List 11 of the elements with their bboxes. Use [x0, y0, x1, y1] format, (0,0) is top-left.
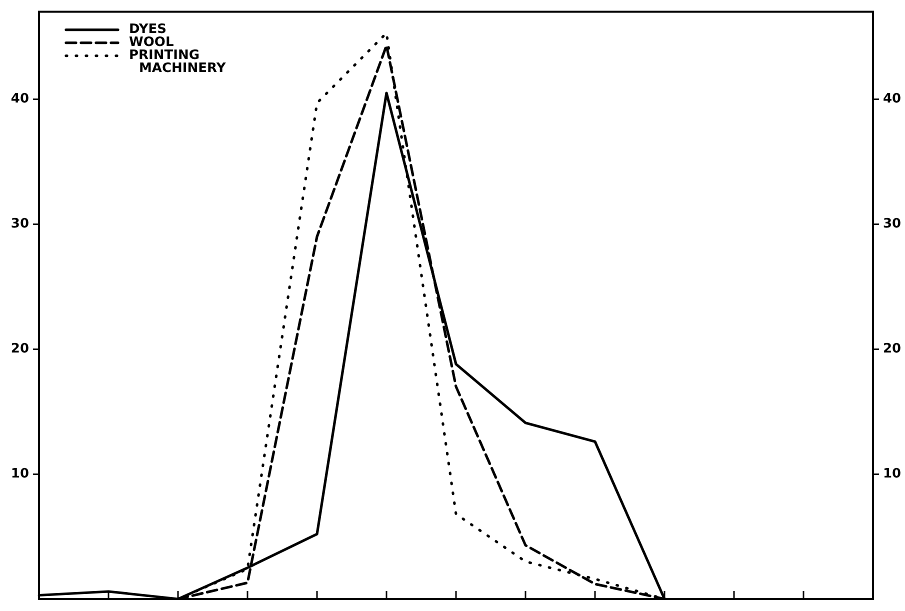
- legend-label: PRINTING MACHINERY: [129, 48, 226, 76]
- y2-tick-label: 20: [883, 342, 902, 357]
- y-tick-label: 20: [10, 342, 29, 357]
- y2-tick-label: 40: [883, 92, 902, 107]
- y-tick-label: 10: [10, 466, 29, 482]
- y2-tick-label: 30: [883, 216, 902, 232]
- y2-tick-label: 10: [883, 466, 902, 482]
- legend-label: WOOL: [129, 35, 174, 50]
- legend-label: DYES: [129, 22, 167, 38]
- y-tick-label: 30: [10, 216, 29, 232]
- y-tick-label: 40: [10, 92, 29, 107]
